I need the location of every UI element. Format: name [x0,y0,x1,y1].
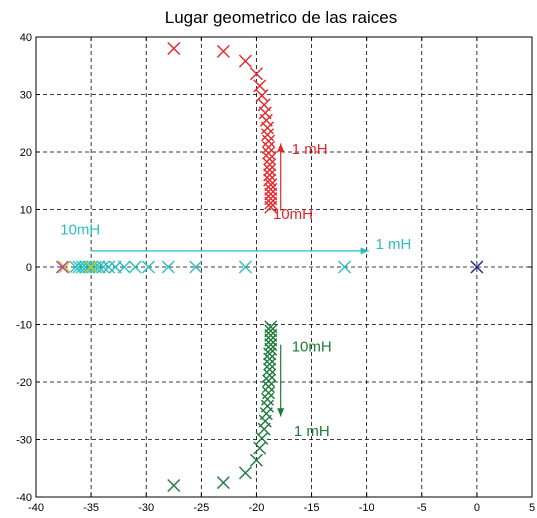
pole-marker [82,260,96,274]
annotation-label: 1 mH [375,236,411,253]
arrow-head [277,408,285,417]
annotation-label: 10mH [60,222,100,239]
plot-frame [35,36,533,498]
pole-marker [69,260,83,274]
pole-marker [102,260,116,274]
pole-marker [257,98,271,112]
annotation-label: 1 mH [294,423,330,440]
pole-marker [264,178,278,192]
pole-marker [263,368,277,382]
pole-marker [263,362,277,376]
pole-marker [263,158,277,172]
pole-marker [264,196,278,210]
annotation-label: 10mH [292,338,332,355]
pole-marker [216,44,230,58]
pole-marker [264,342,278,356]
annotation-arrows [91,143,369,417]
pole-marker [55,260,69,274]
y-tick-label: -10 [16,320,32,332]
axis-ticks: -40 -35 -30 -25 -20 -15 -10 -5 0 5 -40 -30 -20 -10 0 10… [16,32,535,514]
pole-marker [262,134,276,148]
pole-marker [263,357,277,371]
pole-marker [470,260,484,274]
pole-marker [260,399,274,413]
pole-marker [338,260,352,274]
pole-marker [264,182,278,196]
pole-marker [84,260,98,274]
y-tick-label: 20 [20,147,32,159]
pole-marker [264,187,278,201]
pole-marker [262,140,276,154]
pole-marker [72,260,86,274]
x-tick-label: -40 [28,502,44,514]
y-tick-label: 30 [20,90,32,102]
y-tick-label: -30 [16,435,32,447]
pole-marker [128,260,142,274]
x-tick-label: -35 [83,502,99,514]
pole-marker [262,146,276,160]
x-tick-label: -10 [359,502,375,514]
y-tick-label: 40 [20,32,32,44]
pole-marker [238,260,252,274]
pole-marker [255,431,269,445]
x-tick-label: -20 [248,502,264,514]
pole-marker [260,121,274,135]
pole-marker [216,476,230,490]
pole-marker [58,260,72,274]
pole-marker [85,260,99,274]
pole-marker [89,260,103,274]
pole-marker [264,200,278,214]
x-tick-label: 0 [474,502,480,514]
pole-marker [238,466,252,480]
x-tick-label: -15 [304,502,320,514]
arrow-head [360,247,369,255]
pole-marker [262,380,276,394]
annotation-label: 1 mH [292,141,328,158]
pole-marker [264,338,278,352]
chart-title: Lugar geometrico de las raices [165,8,397,27]
pole-marker [167,479,181,492]
y-tick-label: 0 [26,262,32,274]
pole-marker [141,260,155,274]
pole-marker [189,260,203,274]
y-tick-label: 10 [20,205,32,217]
x-tick-label: 5 [529,502,535,514]
x-tick-label: -5 [417,502,427,514]
pole-marker [108,260,122,274]
pole-marker [262,374,276,388]
y-tick-label: -40 [16,492,32,504]
x-tick-label: -30 [138,502,154,514]
x-tick-label: -25 [193,502,209,514]
grid-lines [36,37,532,497]
pole-marker [249,67,263,81]
pole-marker [257,422,271,436]
data-points [55,42,484,492]
pole-marker [79,260,93,274]
pole-marker [263,152,277,166]
y-tick-label: -20 [16,377,32,389]
pole-marker [264,324,278,338]
pole-marker [264,333,278,347]
annotations: 1 mH 10mH 10mH 1 mH 10mH 1 mH [60,141,411,440]
pole-marker [255,89,269,103]
pole-marker [264,320,278,334]
pole-marker [262,386,276,400]
pole-marker [238,54,252,68]
pole-marker [263,163,277,177]
arrow-head [277,143,285,152]
pole-marker [249,453,263,467]
pole-marker [167,42,181,55]
annotation-label: 10mH [273,206,313,223]
pole-marker [161,260,175,274]
